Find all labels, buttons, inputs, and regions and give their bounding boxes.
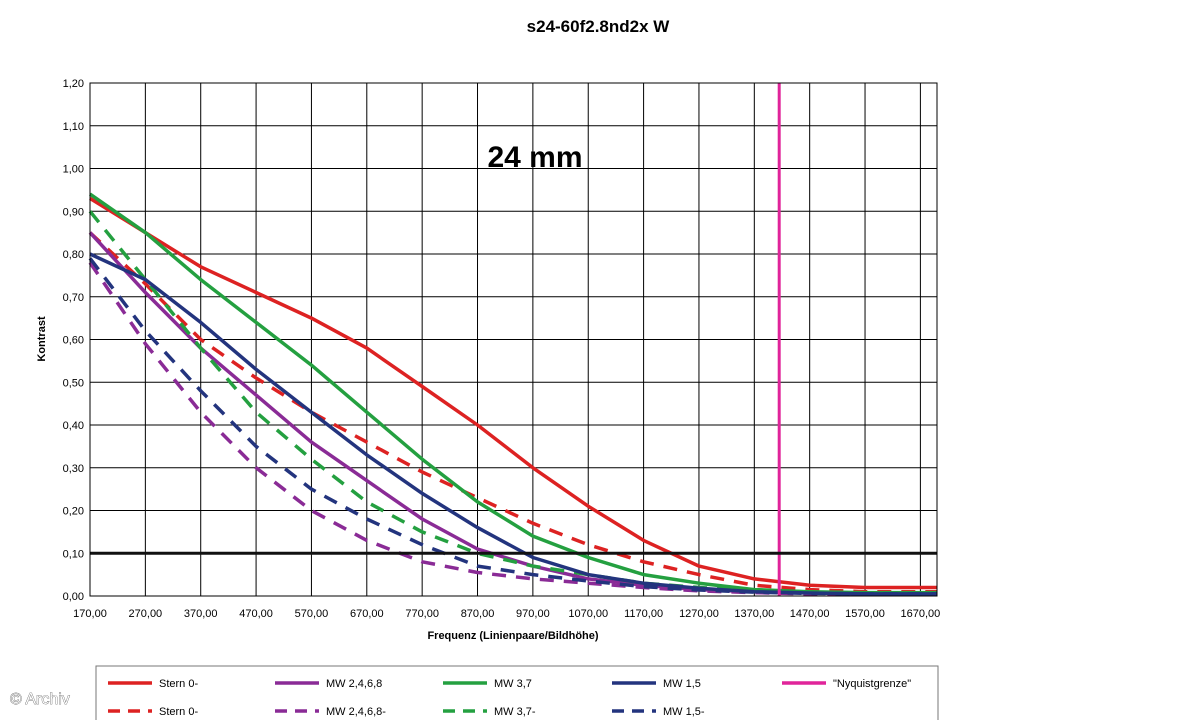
y-tick-label: 0,40 (63, 420, 84, 432)
series-line-7 (88, 257, 937, 596)
series-line-5 (88, 210, 937, 596)
y-tick-label: 0,60 (63, 335, 84, 347)
legend-label: "Nyquistgrenze" (833, 678, 911, 690)
legend-label: MW 1,5 (663, 678, 701, 690)
x-tick-label: 370,00 (184, 608, 218, 620)
y-tick-label: 0,50 (63, 377, 84, 389)
x-tick-label: 470,00 (239, 608, 273, 620)
y-tick-labels: 0,00 0,10 0,20 0,30 0,40 0,50 0,60 0,70 0,80 0,90… (63, 78, 84, 603)
y-tick-label: 0,00 (63, 591, 84, 603)
x-tick-label: 570,00 (295, 608, 329, 620)
x-tick-label: 1670,00 (901, 608, 941, 620)
y-tick-label: 0,90 (63, 206, 84, 218)
legend-label: MW 2,4,6,8- (326, 706, 386, 718)
x-axis-label: Frequenz (Linienpaare/Bildhöhe) (427, 630, 598, 642)
watermark: © Archiv (10, 691, 70, 708)
x-tick-label: 170,00 (73, 608, 107, 620)
series-line-0 (89, 196, 937, 590)
series-line-6 (89, 252, 937, 596)
legend-label: Stern 0- (159, 706, 198, 718)
x-tick-label: 1370,00 (734, 608, 774, 620)
x-tick-label: 1170,00 (624, 608, 663, 620)
legend-label: MW 1,5- (663, 706, 705, 718)
series-line-1 (88, 231, 937, 594)
x-tick-label: 670,00 (350, 608, 384, 620)
x-tick-label: 1070,00 (568, 608, 608, 620)
series-lines (88, 83, 937, 597)
y-axis-label: Kontrast (36, 316, 48, 362)
y-tick-label: 0,80 (63, 249, 84, 261)
focal-length-annotation: 24 mm (487, 141, 582, 174)
y-tick-label: 1,20 (63, 78, 84, 90)
legend: Stern 0- MW 2,4,6,8 MW 3,7 MW 1,5 "Nyquistgr… (95, 665, 939, 720)
y-tick-label: 0,10 (63, 548, 84, 560)
x-tick-label: 1270,00 (679, 608, 719, 620)
x-tick-label: 870,00 (461, 608, 495, 620)
x-tick-label: 1570,00 (845, 608, 885, 620)
legend-label: MW 2,4,6,8 (326, 678, 382, 690)
x-tick-label: 770,00 (405, 608, 439, 620)
plot-frame (89, 82, 938, 597)
legend-label: MW 3,7- (494, 706, 536, 718)
y-tick-label: 1,10 (63, 121, 84, 133)
x-tick-label: 970,00 (516, 608, 550, 620)
y-tick-label: 0,30 (63, 463, 84, 475)
y-tick-label: 0,20 (63, 506, 84, 518)
legend-box (95, 665, 939, 720)
x-tick-labels: 170,00 270,00 370,00 470,00 570,00 670,00 770,… (73, 608, 940, 620)
chart-title: s24-60f2.8nd2x W (527, 17, 671, 36)
legend-label: Stern 0- (159, 678, 198, 690)
y-tick-label: 0,70 (63, 292, 84, 304)
y-tick-label: 1,00 (63, 164, 84, 176)
legend-label: MW 3,7 (494, 678, 532, 690)
x-tick-label: 270,00 (129, 608, 163, 620)
x-tick-label: 1470,00 (790, 608, 830, 620)
